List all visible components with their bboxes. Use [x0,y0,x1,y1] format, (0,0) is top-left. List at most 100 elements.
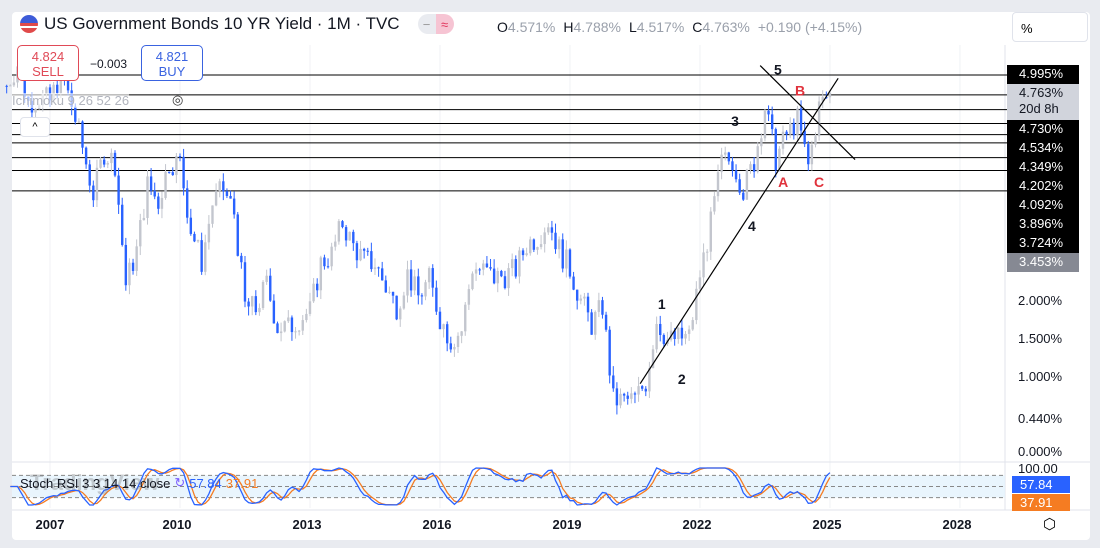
candle-body [698,277,702,289]
high-label: H [563,19,574,35]
axis-settings-icon[interactable]: ⬡ [1043,516,1057,533]
candle-body [290,317,294,333]
candle-body [521,250,525,256]
candle-body [88,164,91,186]
stoch-rsi-legend[interactable]: Stoch RSI 3 3 14 14 close ↻ 57.84 37.91 [20,475,258,491]
sell-price: 4.824 [31,49,65,64]
candle-body [189,217,193,234]
candle-body [442,324,445,330]
candle-body [424,282,427,297]
price-axis-labels: 4.995% 4.763% 20d 8h 4.730% 4.534% 4.349%… [1007,65,1079,272]
candle-body [460,331,463,336]
candle-body [630,393,633,399]
candle-body [745,169,749,200]
candle-body [373,267,377,270]
candle-body [738,179,741,193]
candle-body [482,263,485,270]
price-level-label: 3.896% [1007,215,1079,234]
buy-price: 4.821 [155,49,189,64]
candle-body [705,251,709,253]
symbol-title[interactable]: US Government Bonds 10 YR Yield · 1M · T… [44,14,400,33]
candle-body [731,161,734,171]
wave-icon[interactable]: ≈ [435,14,454,34]
candle-body [316,283,319,291]
candle-body [254,296,258,313]
candle-body [240,255,243,263]
collapse-legend-button[interactable]: ^ [20,117,50,137]
candle-body [406,269,409,296]
candle-body [464,304,467,332]
stoch-d-line [10,467,831,506]
candle-body [359,248,362,261]
sell-button[interactable]: 4.824 SELL [17,45,79,81]
hidden-eye-icon[interactable]: ◎ [172,92,184,107]
trendline [759,65,856,161]
low-label: L [628,19,637,35]
candle-body [77,121,81,123]
candle-body [565,249,568,269]
candle-body [709,211,712,252]
wave-label: B [795,82,805,98]
candle-body [52,84,55,101]
candle-body [251,296,254,307]
scale-percent-button[interactable]: % [1012,12,1088,42]
candle-body [691,320,694,330]
candle-body [135,246,138,271]
candle-body [160,197,164,209]
minus-icon[interactable]: − [417,14,436,34]
candle-body [767,110,770,115]
candle-body [330,246,333,267]
candle-body [370,251,373,270]
candle-body [597,300,601,312]
candle-body [644,388,647,392]
candle-body [680,327,684,339]
candle-body [34,108,37,113]
time-tick: 2028 [942,517,972,532]
candle-body [529,239,532,254]
candle-body [294,331,297,333]
candle-body [380,268,384,281]
candle-body [817,101,821,137]
candle-body [395,295,398,320]
time-tick: 2007 [35,517,65,532]
stoch-k-value: 57.84 [189,475,222,491]
candle-body [615,388,619,406]
buy-button[interactable]: 4.821 BUY [141,45,203,81]
open-value: 4.571% [507,19,556,35]
candle-body [178,156,182,158]
candle-body [785,131,788,135]
change-value: +0.190 (+4.15%) [757,19,863,35]
candle-body [651,349,655,369]
refresh-icon[interactable]: ↻ [174,475,186,490]
candle-body [323,257,326,267]
candle-body [626,395,629,399]
candle-body [186,188,189,218]
candle-body [113,152,117,176]
candle-body [594,311,597,335]
candle-body [539,244,543,248]
price-level-label: 3.453% [1007,253,1079,272]
candle-body [453,346,456,350]
candle-body [99,159,102,168]
candle-body [662,335,666,344]
ichimoku-legend[interactable]: Ichimoku 9 26 52 26 [12,93,130,108]
indicator-toggle[interactable]: − ≈ [417,14,454,34]
candle-body [388,291,391,293]
candle-body [207,223,211,243]
candle-body [366,250,369,252]
candle-body [164,171,167,198]
candle-body [789,122,792,135]
candle-body [496,270,499,284]
price-level-label: 4.349% [1007,158,1079,177]
candle-body [258,307,261,313]
candle-body [742,192,745,200]
price-tick: 1.500% [1018,331,1063,346]
time-tick: 2019 [552,517,582,532]
candle-body [485,263,489,268]
candle-body [799,108,803,131]
candle-body [399,308,402,320]
candle-body [713,196,716,212]
candle-body [218,181,221,192]
candle-body [272,300,276,324]
